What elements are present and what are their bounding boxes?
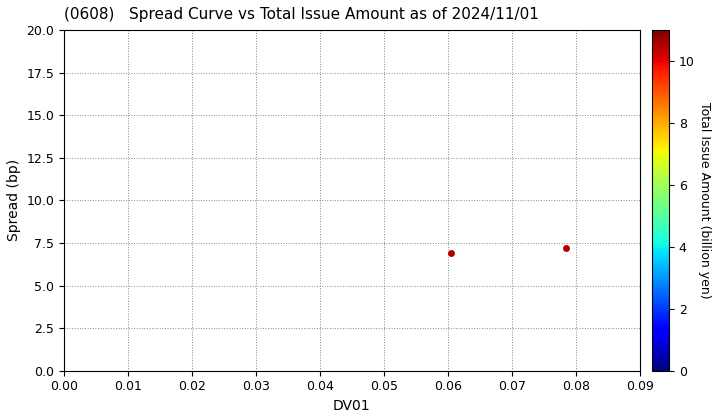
X-axis label: DV01: DV01 (333, 399, 371, 413)
Text: (0608)   Spread Curve vs Total Issue Amount as of 2024/11/01: (0608) Spread Curve vs Total Issue Amoun… (64, 7, 539, 22)
Point (445, 250, 456, 257)
Point (560, 245, 572, 252)
Y-axis label: Total Issue Amount (billion yen): Total Issue Amount (billion yen) (698, 102, 711, 299)
Y-axis label: Spread (bp): Spread (bp) (7, 159, 21, 242)
